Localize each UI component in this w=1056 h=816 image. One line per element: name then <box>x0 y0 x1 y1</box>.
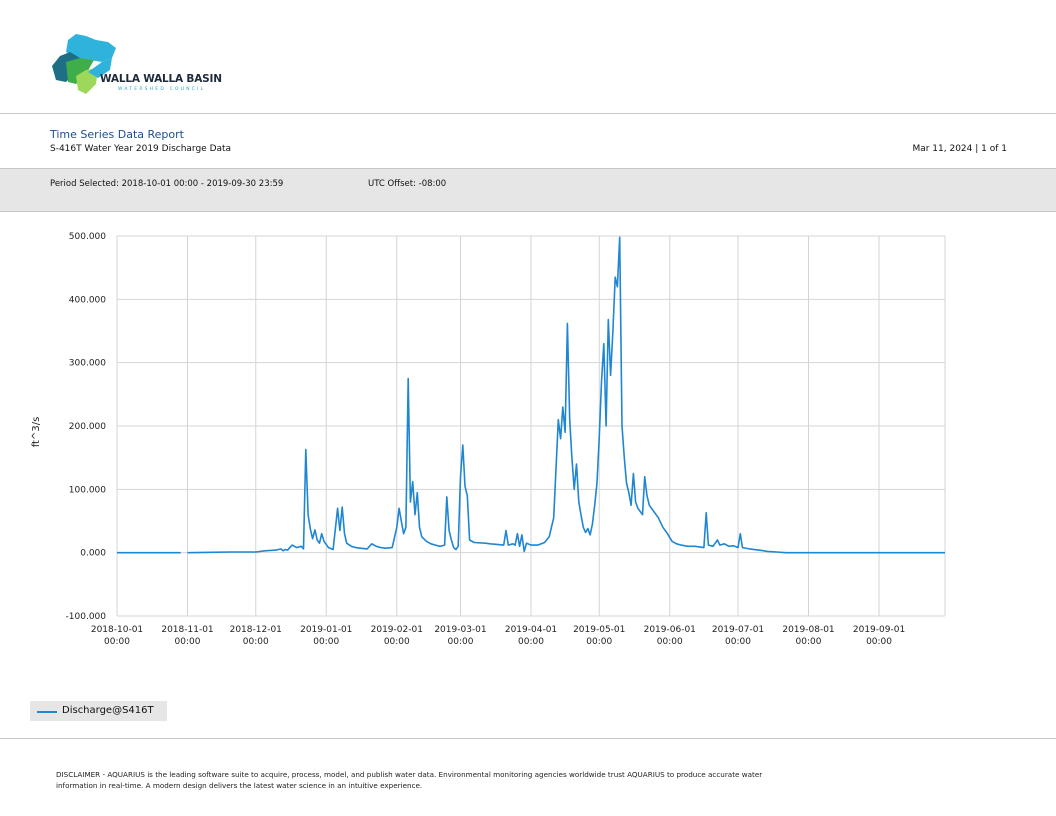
logo-shape-green <box>66 58 94 84</box>
x-tick-label-date: 2019-01-01 <box>300 625 352 635</box>
report-date-page: Mar 11, 2024 | 1 of 1 <box>912 144 1007 154</box>
logo-shape-sky <box>66 34 116 62</box>
x-tick-label-time: 00:00 <box>384 637 410 647</box>
x-tick-label-date: 2019-03-01 <box>434 625 486 635</box>
logo-name: WALLA WALLA BASIN <box>100 73 222 85</box>
y-tick-label: 400.000 <box>69 295 106 305</box>
x-tick-label-time: 00:00 <box>725 637 751 647</box>
y-tick-label: 0.000 <box>80 549 106 559</box>
council-logo: WALLA WALLA BASIN WATERSHED COUNCIL <box>46 32 222 98</box>
x-tick-label-date: 2019-05-01 <box>573 625 625 635</box>
header-divider <box>0 113 1056 114</box>
chart-legend: Discharge@S416T <box>30 701 167 721</box>
y-tick-label: 200.000 <box>69 422 106 432</box>
x-tick-label-date: 2018-11-01 <box>161 625 213 635</box>
report-subtitle: S-416T Water Year 2019 Discharge Data <box>50 144 232 154</box>
x-tick-label-time: 00:00 <box>657 637 683 647</box>
y-axis-label: ft^3/s <box>31 417 42 448</box>
x-tick-label-time: 00:00 <box>104 637 130 647</box>
x-tick-label-date: 2019-02-01 <box>371 625 423 635</box>
x-tick-label-date: 2019-06-01 <box>644 625 696 635</box>
x-tick-label-time: 00:00 <box>175 637 201 647</box>
period-selected: Period Selected: 2018-10-01 00:00 - 2019… <box>50 179 284 189</box>
x-tick-label-date: 2019-09-01 <box>853 625 905 635</box>
x-tick-label-time: 00:00 <box>448 637 474 647</box>
x-tick-label-date: 2019-08-01 <box>782 625 834 635</box>
footer-divider <box>0 738 1056 739</box>
y-tick-label: 100.000 <box>69 485 106 495</box>
discharge-chart: -100.000 0.000 100.000 200.000 300.000 400.00… <box>31 232 946 647</box>
x-tick-label-time: 00:00 <box>796 637 822 647</box>
utc-offset: UTC Offset: -08:00 <box>368 179 447 189</box>
y-tick-label: 300.000 <box>69 359 106 369</box>
x-tick-label-date: 2018-10-01 <box>91 625 143 635</box>
x-tick-label-time: 00:00 <box>518 637 544 647</box>
disclaimer-line-1: DISCLAIMER - AQUARIUS is the leading sof… <box>56 770 763 779</box>
x-tick-label-time: 00:00 <box>243 637 269 647</box>
x-tick-label-time: 00:00 <box>586 637 612 647</box>
disclaimer-text: DISCLAIMER - AQUARIUS is the leading sof… <box>56 769 836 791</box>
report-title: Time Series Data Report <box>50 128 184 141</box>
basin-map-icon <box>52 34 116 94</box>
x-tick-label-date: 2018-12-01 <box>230 625 282 635</box>
logo-shape-teal <box>88 58 112 78</box>
legend-swatch <box>37 711 57 713</box>
x-tick-label-date: 2019-07-01 <box>712 625 764 635</box>
legend-label: Discharge@S416T <box>62 705 154 716</box>
x-tick-labels: 2018-10-01 00:00 2018-11-01 00:00 2018-12-01… <box>91 625 905 647</box>
x-tick-label-time: 00:00 <box>313 637 339 647</box>
series-lines <box>117 236 945 554</box>
report-info-band: Period Selected: 2018-10-01 00:00 - 2019… <box>0 168 1056 212</box>
logo-subtitle: WATERSHED COUNCIL <box>118 87 206 92</box>
discharge-series-line <box>187 236 945 554</box>
x-tick-label-time: 00:00 <box>866 637 892 647</box>
y-tick-labels: -100.000 0.000 100.000 200.000 300.000 400.00… <box>66 232 107 622</box>
y-tick-label: -100.000 <box>66 612 107 622</box>
disclaimer-line-2: information in real-time. A modern desig… <box>56 781 423 790</box>
y-tick-label: 500.000 <box>69 232 106 242</box>
x-tick-label-date: 2019-04-01 <box>505 625 557 635</box>
